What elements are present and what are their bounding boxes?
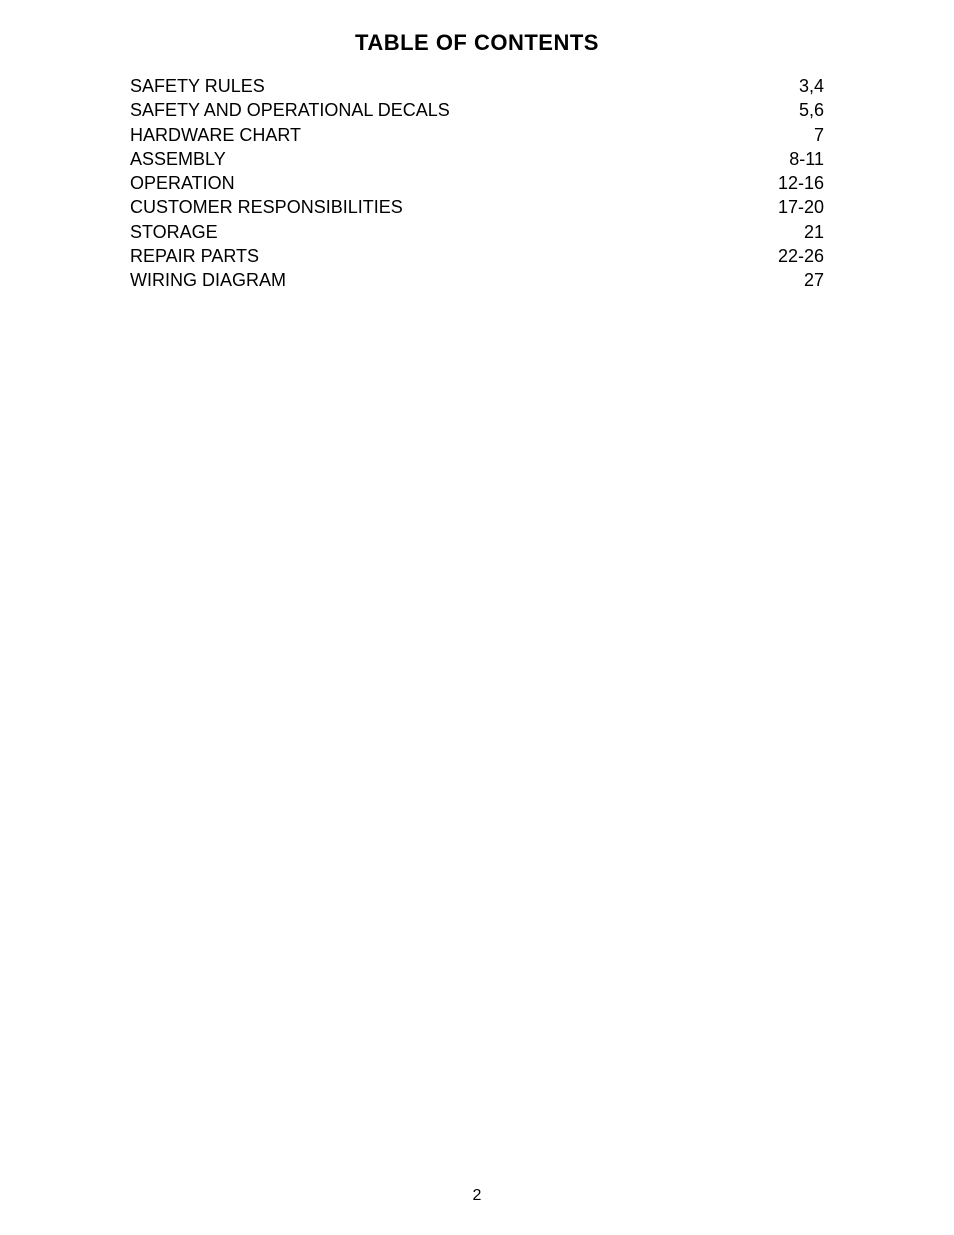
toc-entry: WIRING DIAGRAM 27 <box>130 268 824 292</box>
toc-entry: ASSEMBLY 8-11 <box>130 147 824 171</box>
toc-label: OPERATION <box>130 171 235 195</box>
toc-entry: REPAIR PARTS 22-26 <box>130 244 824 268</box>
toc-label: ASSEMBLY <box>130 147 226 171</box>
toc-entry: SAFETY AND OPERATIONAL DECALS 5,6 <box>130 98 824 122</box>
page: TABLE OF CONTENTS SAFETY RULES 3,4 SAFET… <box>0 0 954 1235</box>
toc-list: SAFETY RULES 3,4 SAFETY AND OPERATIONAL … <box>130 74 824 293</box>
toc-page: 8-11 <box>789 147 824 171</box>
toc-label: WIRING DIAGRAM <box>130 268 286 292</box>
toc-label: SAFETY AND OPERATIONAL DECALS <box>130 98 450 122</box>
toc-entry: SAFETY RULES 3,4 <box>130 74 824 98</box>
toc-page: 17-20 <box>778 195 824 219</box>
toc-page: 12-16 <box>778 171 824 195</box>
toc-entry: CUSTOMER RESPONSIBILITIES 17-20 <box>130 195 824 219</box>
toc-page: 5,6 <box>799 98 824 122</box>
toc-page: 21 <box>804 220 824 244</box>
toc-label: SAFETY RULES <box>130 74 265 98</box>
toc-entry: STORAGE 21 <box>130 220 824 244</box>
toc-entry: HARDWARE CHART 7 <box>130 123 824 147</box>
page-number: 2 <box>0 1187 954 1205</box>
toc-label: HARDWARE CHART <box>130 123 301 147</box>
toc-entry: OPERATION 12-16 <box>130 171 824 195</box>
toc-page: 7 <box>814 123 824 147</box>
toc-label: REPAIR PARTS <box>130 244 259 268</box>
toc-label: CUSTOMER RESPONSIBILITIES <box>130 195 403 219</box>
toc-label: STORAGE <box>130 220 218 244</box>
toc-page: 3,4 <box>799 74 824 98</box>
page-title: TABLE OF CONTENTS <box>100 30 854 56</box>
toc-page: 27 <box>804 268 824 292</box>
toc-page: 22-26 <box>778 244 824 268</box>
